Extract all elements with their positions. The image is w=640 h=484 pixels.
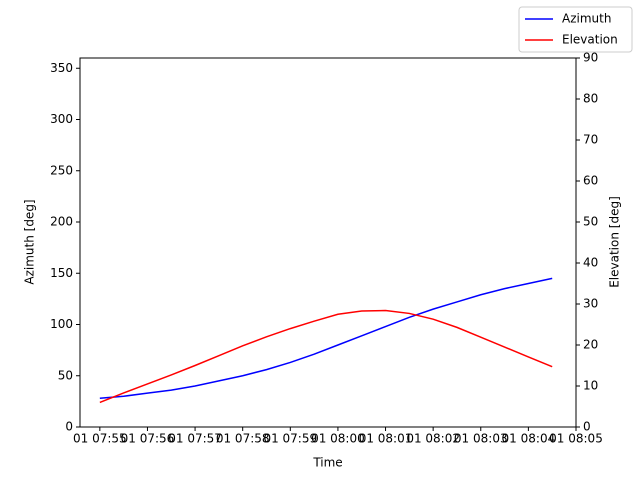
y2-tick-label: 50 bbox=[583, 215, 598, 229]
y-tick-label: 200 bbox=[50, 215, 73, 229]
y-tick-label: 300 bbox=[50, 112, 73, 126]
y-tick-label: 50 bbox=[58, 368, 73, 382]
x-tick-label: 01 08:02 bbox=[406, 432, 460, 446]
y2-tick-label: 0 bbox=[583, 420, 591, 434]
y-tick-label: 100 bbox=[50, 317, 73, 331]
line bbox=[99, 309, 553, 404]
plot-frame bbox=[79, 57, 577, 428]
x-axis-label: Time bbox=[312, 456, 342, 470]
x-tick-label: 01 08:00 bbox=[311, 432, 365, 446]
y2-tick-label: 60 bbox=[583, 174, 598, 188]
line bbox=[99, 277, 553, 400]
x-tick-label: 01 07:58 bbox=[216, 432, 270, 446]
x-tick-label: 01 07:55 bbox=[73, 432, 127, 446]
y2-tick-label: 80 bbox=[583, 92, 598, 106]
x-tick-label: 01 08:01 bbox=[359, 432, 413, 446]
x-tick-label: 01 08:04 bbox=[502, 432, 556, 446]
y2-tick-label: 20 bbox=[583, 338, 598, 352]
y2-axis-label: Elevation [deg] bbox=[608, 196, 622, 288]
y-tick-label: 150 bbox=[50, 266, 73, 280]
y-tick-label: 350 bbox=[50, 61, 73, 75]
y2-tick-label: 40 bbox=[583, 256, 598, 270]
y-tick-label: 250 bbox=[50, 163, 73, 177]
x-tick-label: 01 07:56 bbox=[121, 432, 175, 446]
y-axis-label: Azimuth [deg] bbox=[23, 199, 37, 284]
x-tick-label: 01 08:03 bbox=[454, 432, 508, 446]
y-tick-label: 0 bbox=[65, 420, 73, 434]
y2-tick-label: 30 bbox=[583, 297, 598, 311]
y2-tick-label: 10 bbox=[583, 379, 598, 393]
y2-tick-label: 70 bbox=[583, 133, 598, 147]
x-tick-label: 01 07:57 bbox=[168, 432, 222, 446]
y2-tick-label: 90 bbox=[583, 51, 598, 65]
x-tick-label: 01 08:05 bbox=[549, 432, 603, 446]
x-tick-label: 01 07:59 bbox=[263, 432, 317, 446]
legend-label: Azimuth bbox=[562, 12, 611, 26]
legend-label: Elevation bbox=[562, 33, 618, 47]
